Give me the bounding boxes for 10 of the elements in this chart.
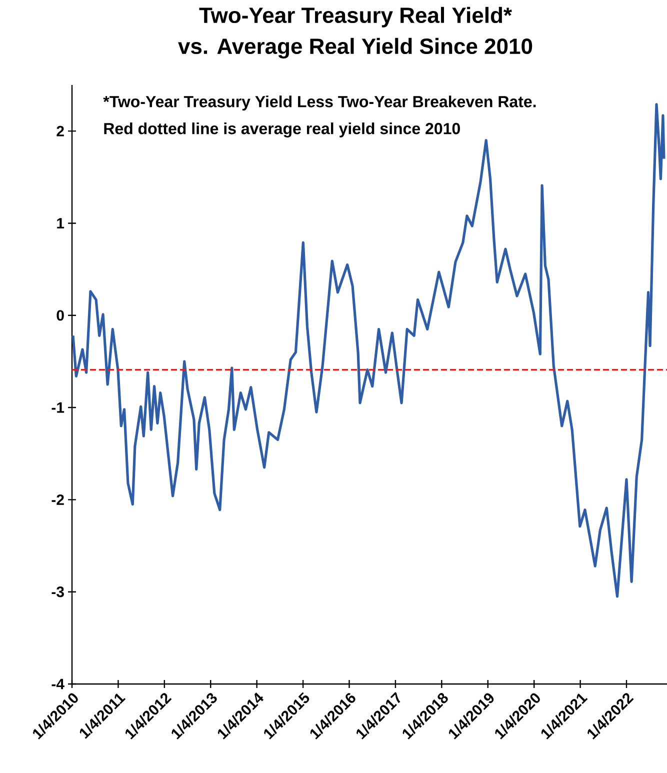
y-tick-label: -3: [52, 586, 64, 598]
y-tick-label: 0: [56, 310, 64, 321]
annotation: Red dotted line is average real yield since 2010: [104, 122, 460, 138]
y-tick-label: -2: [52, 494, 64, 505]
y-tick-label: 1: [57, 218, 64, 228]
y-tick-label: -1: [52, 402, 64, 413]
y-tick-label: 2: [56, 126, 64, 136]
chart-title: Two-Year Treasury Real Yield* vs. Average Real Yield Since 2010: [178, 6, 532, 58]
y-tick-label: -4: [52, 678, 64, 690]
annotation: *Two-Year Treasury Yield Less Two-Year Breakeven Rate.: [103, 96, 536, 110]
